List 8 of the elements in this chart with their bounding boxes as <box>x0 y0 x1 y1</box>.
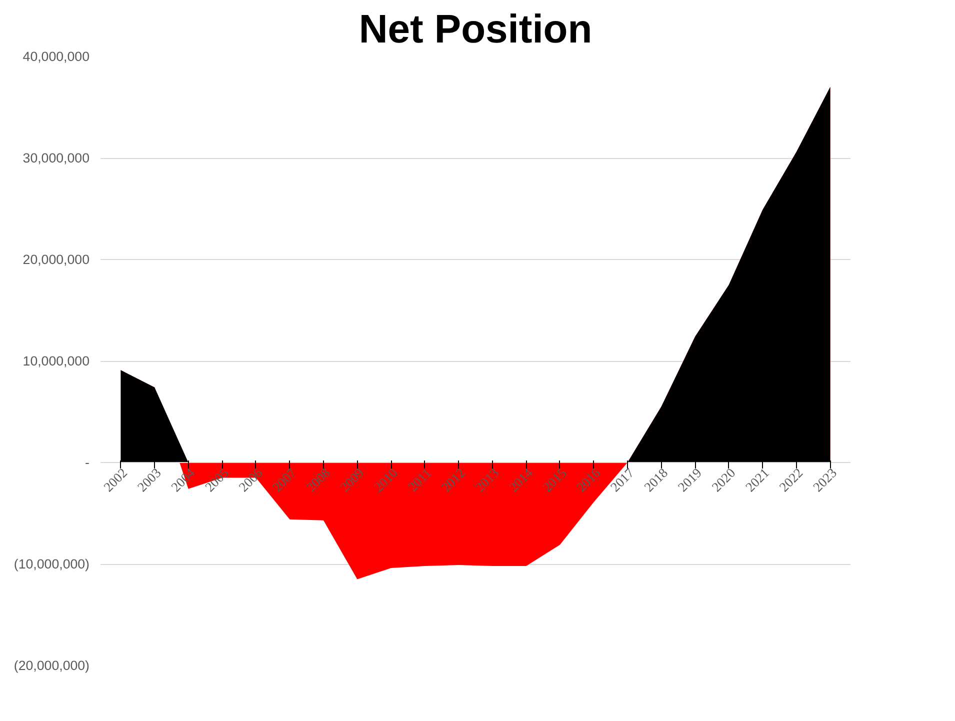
y-tick-label: 30,000,000 <box>22 150 90 166</box>
chart-title: Net Position <box>358 8 592 52</box>
y-tick-label: (10,000,000) <box>14 556 90 572</box>
y-tick-label: - <box>85 455 90 470</box>
y-tick-label: (20,000,000) <box>14 658 90 673</box>
y-tick-label: 20,000,000 <box>22 252 90 267</box>
y-tick-label: 10,000,000 <box>22 354 90 368</box>
y-tick-label: 40,000,000 <box>22 49 90 64</box>
